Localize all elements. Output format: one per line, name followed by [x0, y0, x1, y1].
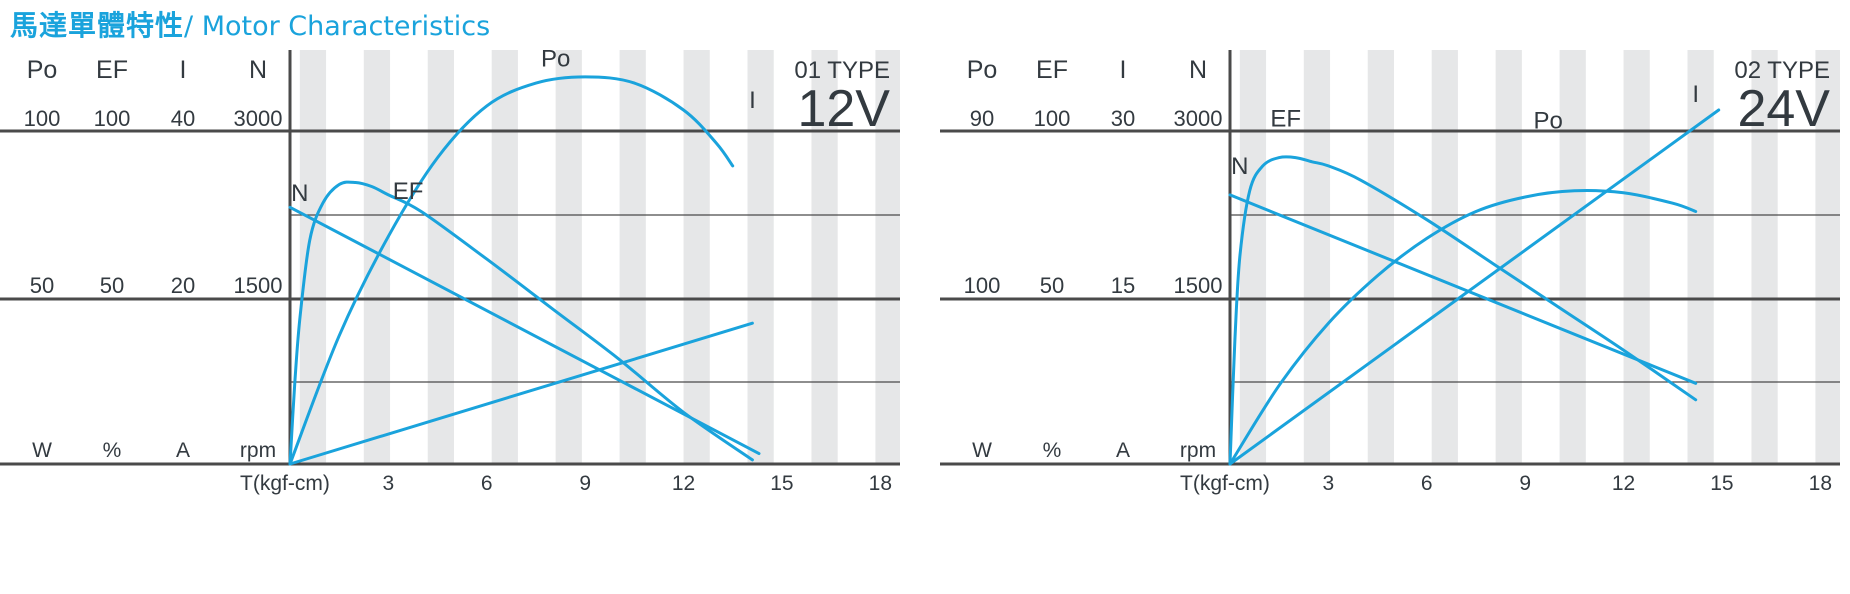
axis-header-0: Po [967, 56, 998, 84]
x-axis-label: T(kgf-cm) [240, 472, 330, 495]
axis-unit-1: % [103, 439, 122, 462]
grid-stripe [1751, 50, 1778, 464]
curve-po [288, 75, 735, 466]
axis-mid-1: 50 [100, 273, 124, 298]
grid-stripe [1623, 50, 1650, 464]
grid-stripe [1815, 50, 1840, 464]
x-tick-label: 9 [579, 472, 591, 495]
grid-stripe [427, 50, 454, 464]
axis-max-0: 100 [24, 106, 61, 131]
grid-stripe [1687, 50, 1714, 464]
curve-label-ef: EF [1270, 106, 1301, 133]
curve-label-po: Po [541, 50, 570, 73]
axis-mid-3: 1500 [234, 273, 283, 298]
axis-max-2: 40 [171, 106, 195, 131]
x-tick-label: 6 [481, 472, 493, 495]
title-english: / Motor Characteristics [184, 11, 491, 42]
grid-stripe [875, 50, 900, 464]
x-tick-label: 15 [1710, 472, 1733, 495]
grid-stripe [747, 50, 774, 464]
curve-n [288, 205, 761, 456]
x-tick-label: 9 [1519, 472, 1531, 495]
curve-label-n: N [291, 180, 308, 207]
axis-mid-2: 15 [1111, 273, 1135, 298]
grid-stripe [1239, 50, 1267, 464]
axis-max-0: 90 [970, 106, 994, 131]
axis-header-2: I [1120, 56, 1127, 84]
curve-i [1228, 108, 1721, 466]
axis-header-2: I [180, 56, 187, 84]
curve-po [1228, 189, 1698, 466]
x-tick-label: 18 [1809, 472, 1832, 495]
x-tick-label: 18 [869, 472, 892, 495]
axis-max-1: 100 [94, 106, 131, 131]
grid-stripe [619, 50, 646, 464]
axis-mid-2: 20 [171, 273, 195, 298]
curve-n [1228, 193, 1698, 385]
axis-unit-2: A [176, 439, 190, 462]
axis-unit-3: rpm [1180, 439, 1216, 462]
grid-stripe [1431, 50, 1458, 464]
x-tick-label: 12 [1612, 472, 1635, 495]
curve-label-i: I [749, 87, 756, 114]
curve-i [288, 321, 754, 466]
axis-unit-3: rpm [240, 439, 276, 462]
axis-max-3: 3000 [234, 106, 283, 131]
axis-unit-0: W [32, 439, 52, 462]
motor-chart-svg: Po 100 50 W EF 100 50% I 40 20 A N 3000 1500 rpm 01 TYP… [0, 50, 900, 495]
type-label: 02 TYPE [1734, 57, 1830, 84]
chart-02-type-24v: Po 90 100 W EF 100 50% I 30 15 A N 3000 1500 rpm 02 TYP… [940, 50, 1840, 594]
axis-unit-1: % [1043, 439, 1062, 462]
x-tick-label: 3 [383, 472, 395, 495]
grid-stripe [555, 50, 582, 464]
axis-mid-0: 100 [964, 273, 1001, 298]
curve-ef [288, 180, 754, 466]
axis-header-1: EF [1036, 56, 1068, 84]
axis-unit-2: A [1116, 439, 1130, 462]
page-title: 馬達單體特性/ Motor Characteristics [10, 6, 490, 46]
type-label: 01 TYPE [794, 57, 890, 84]
axis-mid-0: 50 [30, 273, 54, 298]
curve-label-po: Po [1533, 108, 1562, 135]
axis-mid-1: 50 [1040, 273, 1064, 298]
axis-unit-0: W [972, 439, 992, 462]
axis-max-2: 30 [1111, 106, 1135, 131]
axis-header-3: N [249, 56, 267, 84]
axis-header-3: N [1189, 56, 1207, 84]
axis-max-3: 3000 [1174, 106, 1223, 131]
curve-label-ef: EF [393, 178, 424, 205]
curve-label-i: I [1692, 81, 1699, 108]
voltage-label: 24V [1737, 80, 1830, 138]
grid-stripe [1559, 50, 1586, 464]
curve-ef [1228, 155, 1698, 466]
x-tick-label: 12 [672, 472, 695, 495]
grid-stripe [299, 50, 327, 464]
grid-stripe [811, 50, 838, 464]
motor-chart-svg: Po 90 100 W EF 100 50% I 30 15 A N 3000 1500 rpm 02 TYP… [940, 50, 1840, 495]
x-axis-label: T(kgf-cm) [1180, 472, 1270, 495]
axis-max-1: 100 [1034, 106, 1071, 131]
axis-header-0: Po [27, 56, 58, 84]
voltage-label: 12V [797, 80, 890, 138]
x-tick-label: 3 [1323, 472, 1335, 495]
x-tick-label: 15 [770, 472, 793, 495]
grid-stripe [683, 50, 710, 464]
chart-01-type-12v: Po 100 50 W EF 100 50% I 40 20 A N 3000 1500 rpm 01 TYP… [0, 50, 900, 594]
title-chinese: 馬達單體特性 [10, 9, 185, 42]
axis-mid-3: 1500 [1174, 273, 1223, 298]
x-tick-label: 6 [1421, 472, 1433, 495]
axis-header-1: EF [96, 56, 128, 84]
curve-label-n: N [1231, 153, 1248, 180]
